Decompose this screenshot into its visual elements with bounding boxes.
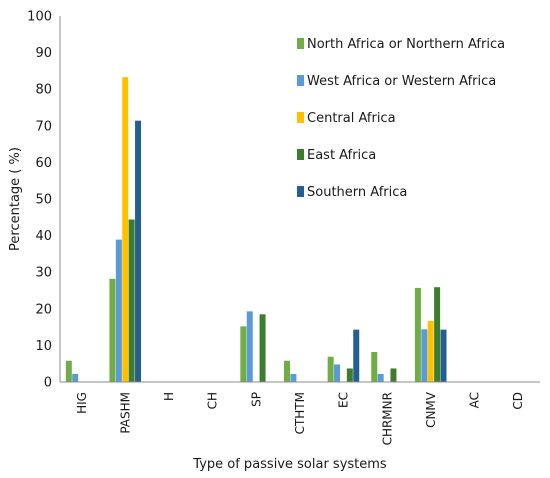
legend-label: West Africa or Western Africa xyxy=(307,74,496,89)
y-tick-label: 70 xyxy=(35,119,52,134)
bar xyxy=(65,360,72,382)
bar xyxy=(259,314,266,382)
x-tick-label: SP xyxy=(249,392,263,407)
legend-swatch xyxy=(297,112,304,123)
bar xyxy=(327,356,334,382)
x-tick-label: CD xyxy=(511,392,525,410)
bar xyxy=(240,326,247,382)
bar xyxy=(334,364,341,382)
bar xyxy=(135,120,142,383)
bar xyxy=(115,239,122,382)
y-tick-label: 60 xyxy=(35,156,52,171)
y-tick-label: 10 xyxy=(35,339,52,354)
legend-label: East Africa xyxy=(307,148,376,163)
y-tick-label: 0 xyxy=(44,376,52,391)
y-axis-title: Percentage ( %) xyxy=(8,147,23,251)
legend-swatch xyxy=(297,186,304,197)
legend-swatch xyxy=(297,75,304,86)
legend: North Africa or Northern Africa West Afri… xyxy=(297,37,505,200)
bar xyxy=(284,360,290,382)
bar xyxy=(390,368,397,382)
bar xyxy=(353,329,360,382)
y-tick-label: 100 xyxy=(27,10,52,25)
bar xyxy=(290,373,297,382)
bar xyxy=(440,329,447,382)
y-tick-label: 80 xyxy=(35,83,52,98)
bar xyxy=(371,351,378,382)
bar xyxy=(421,329,428,382)
bar xyxy=(128,219,135,382)
x-tick-label: EC xyxy=(337,392,351,408)
x-tick-label: PASHM xyxy=(118,392,132,434)
x-tick-label: CNMV xyxy=(424,391,438,428)
bar xyxy=(377,373,384,382)
x-tick-label: CHRMNR xyxy=(380,392,394,445)
y-tick-label: 50 xyxy=(35,193,52,208)
bar xyxy=(72,373,79,382)
x-axis-title: Type of passive solar systems xyxy=(192,457,387,472)
bar xyxy=(122,77,129,383)
y-tick-label: 30 xyxy=(35,266,52,281)
y-tick-label: 90 xyxy=(35,46,52,61)
bar xyxy=(434,287,441,382)
legend-label: Southern Africa xyxy=(307,185,407,200)
x-tick-label: CH xyxy=(206,392,220,409)
legend-label: Central Africa xyxy=(307,111,396,126)
x-tick-label: AC xyxy=(468,392,482,408)
bar xyxy=(414,287,421,382)
x-tick-labels: HIG PASHM H CH SP CTHTM EC CHRMNR CNMV AC CD xyxy=(75,391,525,445)
x-tick-label: HIG xyxy=(75,392,89,414)
y-tick-label: 20 xyxy=(35,302,52,317)
y-tick-label: 40 xyxy=(35,229,52,244)
legend-swatch xyxy=(297,38,304,49)
x-tick-label: H xyxy=(162,392,176,401)
legend-swatch xyxy=(297,149,304,160)
bars-group xyxy=(65,77,447,383)
legend-label: North Africa or Northern Africa xyxy=(307,37,505,52)
bar xyxy=(109,278,116,382)
bar xyxy=(346,368,353,382)
x-tick-label: CTHTM xyxy=(293,392,307,434)
bar xyxy=(246,311,253,382)
y-tick-labels: 0 10 20 30 40 50 60 70 80 90 100 xyxy=(27,10,52,391)
bar xyxy=(427,320,434,382)
